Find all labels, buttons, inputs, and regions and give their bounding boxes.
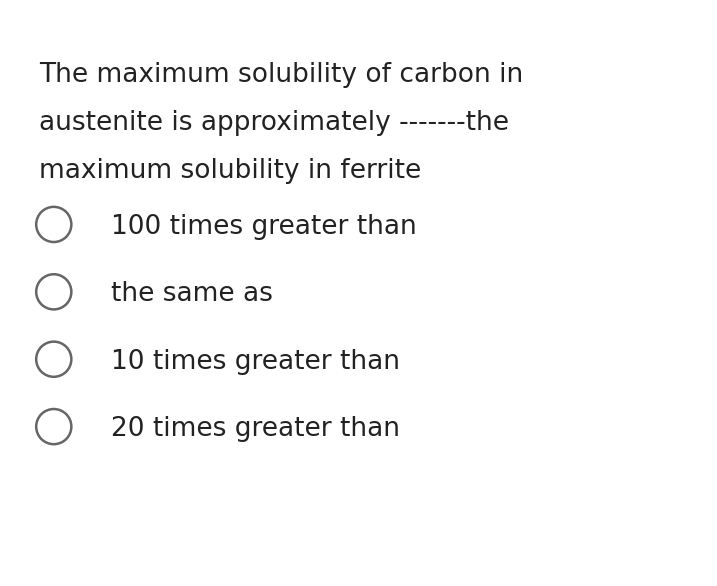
Text: maximum solubility in ferrite: maximum solubility in ferrite — [39, 158, 422, 183]
Text: the same as: the same as — [111, 281, 273, 307]
Text: 20 times greater than: 20 times greater than — [111, 416, 400, 442]
Text: 100 times greater than: 100 times greater than — [111, 214, 417, 240]
Text: austenite is approximately -------the: austenite is approximately -------the — [39, 110, 510, 135]
Text: 10 times greater than: 10 times greater than — [111, 349, 400, 374]
Text: The maximum solubility of carbon in: The maximum solubility of carbon in — [39, 62, 523, 87]
